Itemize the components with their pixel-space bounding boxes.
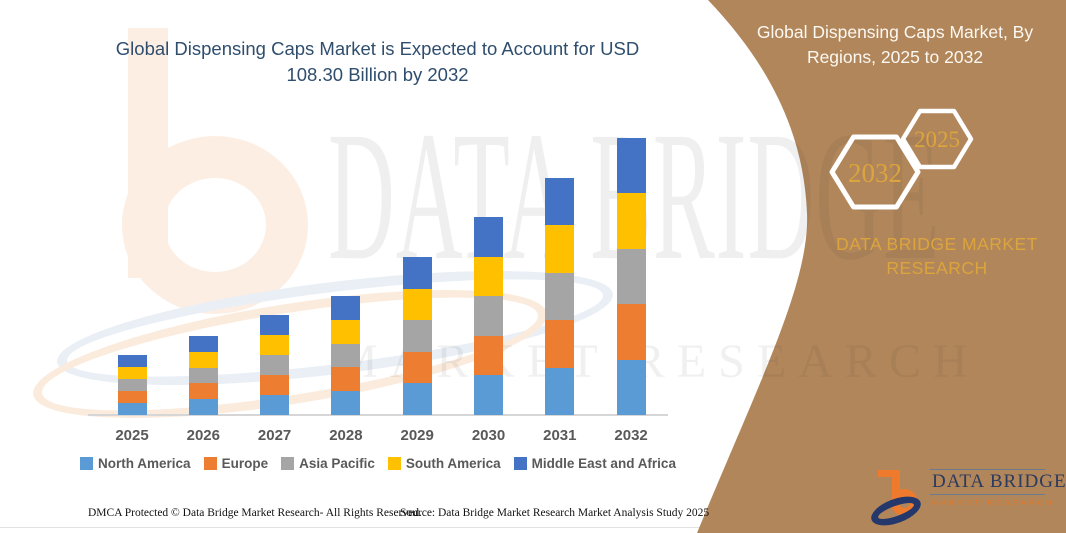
bar-segment-middle-east-and-africa-2032: [616, 137, 646, 194]
x-axis-line: [88, 414, 668, 416]
logo-subtitle: MARKET RESEARCH: [932, 498, 1055, 507]
bar-segment-middle-east-and-africa-2025: [117, 354, 147, 367]
legend-label-europe: Europe: [221, 456, 269, 471]
bar-segment-south-america-2028: [331, 319, 361, 344]
x-axis-label-2025: 2025: [115, 427, 149, 444]
bar-segment-south-america-2026: [188, 351, 218, 368]
logo-b-serif: [878, 470, 894, 477]
x-axis-label-2028: 2028: [329, 427, 363, 444]
bar-segment-north-america-2025: [117, 402, 147, 415]
bar-segment-north-america-2032: [616, 359, 646, 415]
chart-title: Global Dispensing Caps Market is Expecte…: [115, 38, 640, 85]
hexagon-label-2032: 2032: [848, 158, 902, 188]
bar-segment-south-america-2029: [402, 288, 432, 321]
legend-item-asia-pacific: Asia Pacific: [281, 456, 375, 471]
footer-dmca-text: DMCA Protected © Data Bridge Market Rese…: [88, 507, 422, 519]
bar-segment-asia-pacific-2032: [616, 248, 646, 305]
bar-segment-europe-2026: [188, 383, 218, 400]
bar-segment-south-america-2027: [260, 334, 290, 355]
bar-segment-europe-2025: [117, 390, 147, 403]
bar-segment-south-america-2025: [117, 366, 147, 379]
bar-segment-europe-2030: [474, 335, 503, 376]
legend-label-north-america: North America: [98, 456, 191, 471]
hexagon-2025: [900, 108, 974, 170]
legend-swatch-north-america: [80, 457, 94, 470]
bar-segment-middle-east-and-africa-2026: [188, 335, 218, 352]
logo-wordmark: DATA BRIDGE: [932, 471, 1066, 492]
bar-segment-europe-2031: [545, 320, 575, 368]
legend-item-north-america: North America: [80, 456, 191, 471]
bar-segment-asia-pacific-2025: [117, 378, 147, 391]
bar-segment-europe-2032: [616, 304, 646, 360]
x-axis-label-2027: 2027: [257, 427, 292, 444]
x-axis-label-2030: 2030: [471, 427, 506, 444]
bar-segment-middle-east-and-africa-2030: [474, 217, 503, 257]
legend-swatch-asia-pacific: [281, 457, 295, 470]
chart-legend: North America Europe Asia Pacific South Ame…: [80, 456, 676, 471]
bar-segment-asia-pacific-2027: [260, 354, 290, 375]
x-axis-label-2031: 2031: [543, 427, 577, 444]
bar-segment-asia-pacific-2030: [474, 296, 503, 336]
legend-label-asia-pacific: Asia Pacific: [299, 456, 375, 471]
legend-item-europe: Europe: [203, 456, 269, 471]
bar-segment-north-america-2026: [188, 399, 218, 415]
bar-segment-north-america-2031: [545, 367, 575, 415]
bar-segment-asia-pacific-2029: [402, 320, 432, 352]
bar-segment-middle-east-and-africa-2027: [260, 314, 290, 335]
data-bridge-logo: DATA BRIDGE MARKET RESEARCH: [867, 462, 1066, 532]
legend-label-south-america: South America: [405, 456, 501, 471]
bar-segment-south-america-2032: [616, 193, 646, 249]
logo-b-bowl: [891, 489, 918, 516]
bar-segment-europe-2028: [331, 367, 361, 392]
side-panel-heading: Global Dispensing Caps Market, By Region…: [756, 22, 1034, 67]
bar-segment-middle-east-and-africa-2031: [545, 177, 575, 226]
bottom-divider-line: [0, 527, 1066, 528]
watermark-text-market-research: MARKET RESEARCH: [335, 335, 980, 388]
bar-segment-europe-2027: [260, 374, 290, 395]
legend-label-middle-east-and-africa: Middle East and Africa: [531, 456, 676, 471]
hexagon-label-2025: 2025: [914, 127, 960, 152]
bar-segment-asia-pacific-2028: [331, 343, 361, 368]
bar-segment-north-america-2029: [402, 383, 432, 415]
legend-swatch-europe: [203, 457, 217, 470]
x-axis-label-2032: 2032: [614, 427, 648, 444]
bar-segment-europe-2029: [402, 351, 432, 384]
bar-segment-middle-east-and-africa-2028: [331, 296, 361, 320]
x-axis-label-2029: 2029: [400, 427, 434, 444]
bar-segment-north-america-2030: [474, 375, 503, 415]
bar-segment-asia-pacific-2031: [545, 272, 575, 321]
brand-text: DATA BRIDGE MARKET RESEARCH: [836, 234, 1038, 278]
legend-item-middle-east-and-africa: Middle East and Africa: [513, 456, 676, 471]
legend-item-south-america: South America: [387, 456, 501, 471]
x-axis-label-2026: 2026: [186, 427, 220, 444]
logo-b-stem: [892, 470, 900, 506]
logo-rule-top: [930, 469, 1045, 470]
legend-swatch-south-america: [387, 457, 401, 470]
legend-swatch-middle-east-and-africa: [513, 457, 527, 470]
hexagon-2032: [829, 134, 921, 210]
bar-segment-asia-pacific-2026: [188, 367, 218, 384]
bar-segment-north-america-2027: [260, 394, 290, 415]
bar-segment-north-america-2028: [331, 391, 361, 415]
bar-segment-south-america-2030: [474, 256, 503, 297]
footer-source-text: Source: Data Bridge Market Research Mark…: [400, 507, 710, 519]
bar-segment-south-america-2031: [545, 225, 575, 273]
logo-rule-bottom: [930, 494, 1045, 495]
bar-segment-middle-east-and-africa-2029: [402, 256, 432, 289]
side-panel-path: [697, 0, 1066, 533]
